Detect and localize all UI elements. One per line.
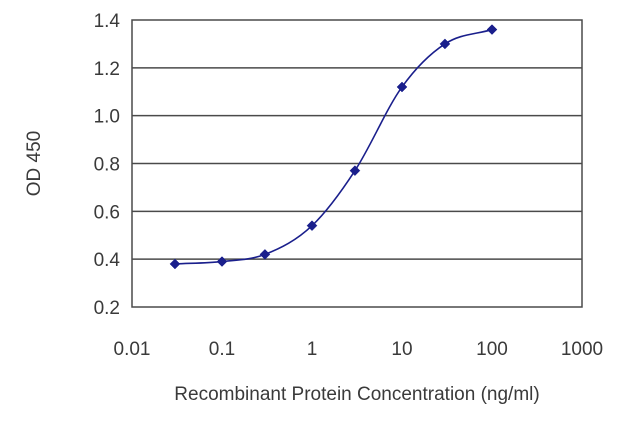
fitted-curve-layer bbox=[174, 28, 493, 265]
x-tick-label: 1000 bbox=[561, 339, 603, 360]
x-tick-label: 0.01 bbox=[114, 339, 151, 360]
data-point-marker bbox=[486, 24, 498, 35]
data-point-marker bbox=[349, 165, 361, 177]
x-tick-label: 1 bbox=[307, 339, 318, 360]
y-tick-label: 1.2 bbox=[94, 59, 120, 80]
y-tick-label: 1.4 bbox=[94, 11, 121, 32]
y-tick-label: 0.8 bbox=[94, 155, 120, 176]
data-point-marker bbox=[169, 258, 181, 270]
y-axis-tick-labels: 0.2 0.4 0.6 0.8 1.0 1.2 1.4 bbox=[94, 11, 121, 319]
y-axis-label: OD 450 bbox=[24, 131, 45, 196]
y-tick-label: 1.0 bbox=[94, 107, 120, 128]
data-point-marker bbox=[216, 256, 228, 267]
data-point-marker bbox=[259, 249, 271, 260]
x-tick-label: 100 bbox=[476, 339, 508, 360]
data-points-layer bbox=[169, 24, 498, 270]
y-tick-label: 0.6 bbox=[94, 202, 120, 223]
x-tick-label: 0.1 bbox=[209, 339, 235, 360]
data-point-marker bbox=[396, 81, 408, 93]
x-tick-label: 10 bbox=[391, 339, 412, 360]
y-tick-label: 0.4 bbox=[94, 250, 121, 271]
fitted-curve bbox=[174, 28, 493, 265]
plot-area-frame bbox=[131, 19, 583, 308]
data-point-marker bbox=[439, 38, 451, 50]
gridlines bbox=[132, 67, 582, 260]
x-axis-label: Recombinant Protein Concentration (ng/ml… bbox=[174, 384, 539, 405]
data-point-marker bbox=[306, 220, 318, 232]
x-axis-tick-labels: 0.01 0.1 1 10 100 1000 bbox=[114, 339, 604, 360]
y-tick-label: 0.2 bbox=[94, 298, 120, 319]
